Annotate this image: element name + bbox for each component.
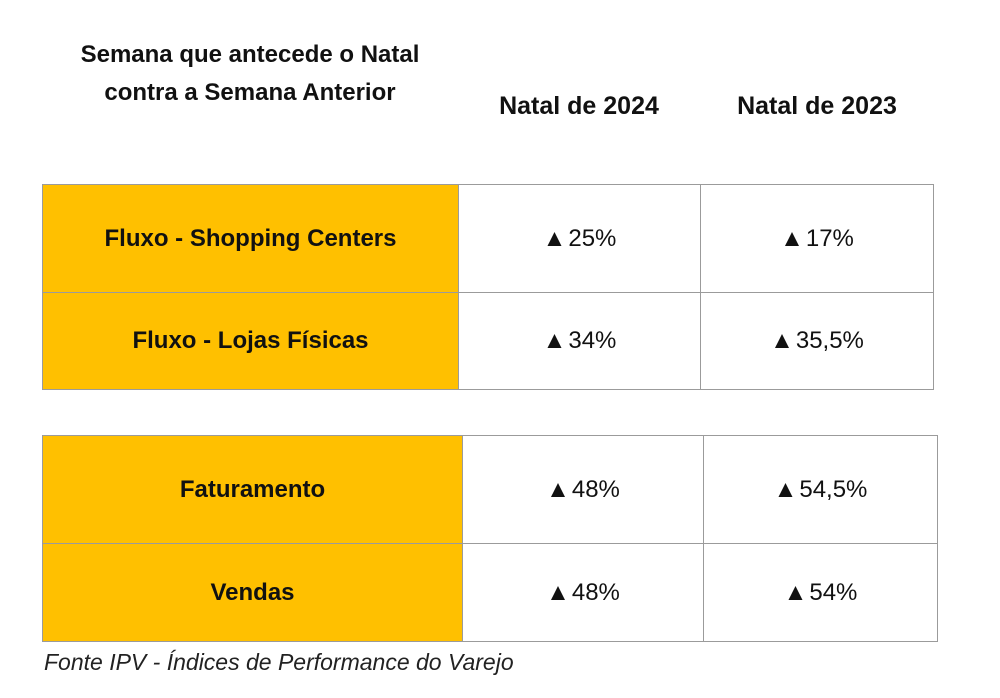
up-triangle-icon: ▲ [773,475,798,503]
value-text: 54% [809,578,858,606]
up-triangle-icon: ▲ [770,327,794,354]
up-triangle-icon: ▲ [546,578,570,606]
value-cell: ▲35,5% [700,292,934,390]
row-label: Vendas [42,543,463,642]
column-header-2023: Natal de 2023 [737,92,897,120]
table-row: Vendas ▲48% ▲54% [42,543,938,642]
row-label: Faturamento [42,435,463,544]
column-header-2024: Natal de 2024 [499,92,659,120]
up-triangle-icon: ▲ [542,224,567,252]
table-row: Fluxo - Shopping Centers ▲25% ▲17% [42,184,934,293]
value-cell: ▲17% [700,184,934,293]
up-triangle-icon: ▲ [783,578,808,606]
sales-group-table: Faturamento ▲48% ▲54,5% Vendas ▲48% ▲54% [42,435,938,642]
value-cell: ▲48% [462,435,704,544]
value-text: 34% [568,327,617,354]
value-cell: ▲48% [462,543,704,642]
up-triangle-icon: ▲ [546,475,570,503]
value-text: 54,5% [799,475,868,503]
source-note: Fonte IPV - Índices de Performance do Va… [44,649,514,675]
value-text: 35,5% [795,327,864,354]
value-text: 25% [568,224,617,252]
up-triangle-icon: ▲ [780,224,804,252]
value-cell: ▲54% [703,543,938,642]
flow-group-table: Fluxo - Shopping Centers ▲25% ▲17% Fluxo… [42,184,934,390]
row-label: Fluxo - Lojas Físicas [42,292,459,390]
value-text: 48% [571,475,620,503]
value-text: 48% [571,578,620,606]
table-row: Fluxo - Lojas Físicas ▲34% ▲35,5% [42,292,934,390]
value-text: 17% [805,224,854,252]
row-label: Fluxo - Shopping Centers [42,184,459,293]
value-cell: ▲34% [458,292,701,390]
table-title: Semana que antecede o Natal contra a Sem… [80,41,420,106]
value-cell: ▲54,5% [703,435,938,544]
up-triangle-icon: ▲ [542,327,567,354]
value-cell: ▲25% [458,184,701,293]
table-row: Faturamento ▲48% ▲54,5% [42,435,938,544]
